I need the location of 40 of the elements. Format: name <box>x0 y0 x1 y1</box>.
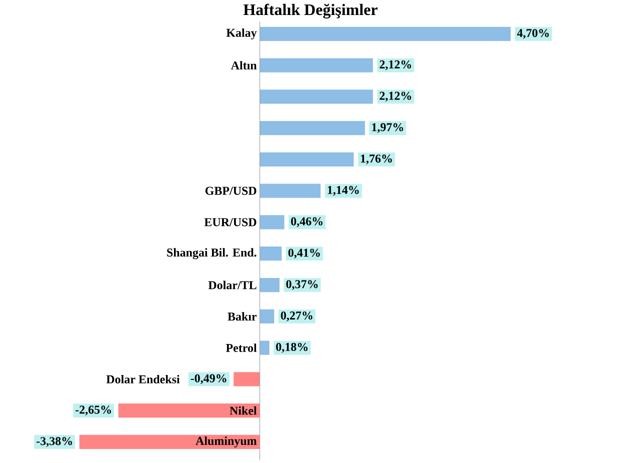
bar <box>260 152 354 167</box>
y-tick-label: Altın <box>230 61 257 70</box>
bar <box>260 121 365 136</box>
y-tick-label: Petrol <box>226 344 257 352</box>
data-label: 0,18% <box>276 342 308 353</box>
data-label: 1,14% <box>328 186 359 196</box>
bar <box>260 215 284 230</box>
y-tick-label: Dolar/TL <box>208 280 256 290</box>
y-tick-label: Dolar Endeksi <box>106 374 180 384</box>
data-label: 0,41% <box>288 248 320 259</box>
chart-title: Haftalık Değişimler <box>243 4 378 19</box>
bar <box>260 278 280 292</box>
data-label: -3,38% <box>36 437 72 447</box>
y-tick-label: Kalay <box>226 28 257 40</box>
data-label: 1,97% <box>372 123 404 133</box>
data-label: 0,37% <box>286 280 318 290</box>
y-tick-label: Shangai Bil. End. <box>167 248 256 260</box>
y-tick-label: GBP/USD <box>205 186 256 195</box>
bar <box>260 90 373 104</box>
bar <box>260 184 321 198</box>
bar <box>118 404 260 418</box>
data-label: 0,46% <box>291 217 322 228</box>
y-tick-label: Nikel <box>230 406 257 415</box>
bar <box>79 434 260 450</box>
y-tick-label: EUR/USD <box>204 218 256 226</box>
y-tick-label: Aluminyum <box>196 436 257 448</box>
data-label: 2,12% <box>380 92 412 102</box>
bar <box>260 26 511 41</box>
data-label: -0,49% <box>190 374 226 384</box>
bar <box>260 309 274 324</box>
data-label: 1,76% <box>360 154 392 164</box>
data-label: 2,12% <box>380 60 412 70</box>
bar <box>234 372 260 386</box>
data-label: -2,65% <box>76 406 111 416</box>
bar <box>260 58 373 72</box>
data-label: 0,27% <box>280 311 312 322</box>
y-tick-label: Bakır <box>228 312 257 321</box>
data-label: 4,70% <box>517 28 549 39</box>
bar <box>260 340 270 355</box>
bar <box>260 246 282 261</box>
